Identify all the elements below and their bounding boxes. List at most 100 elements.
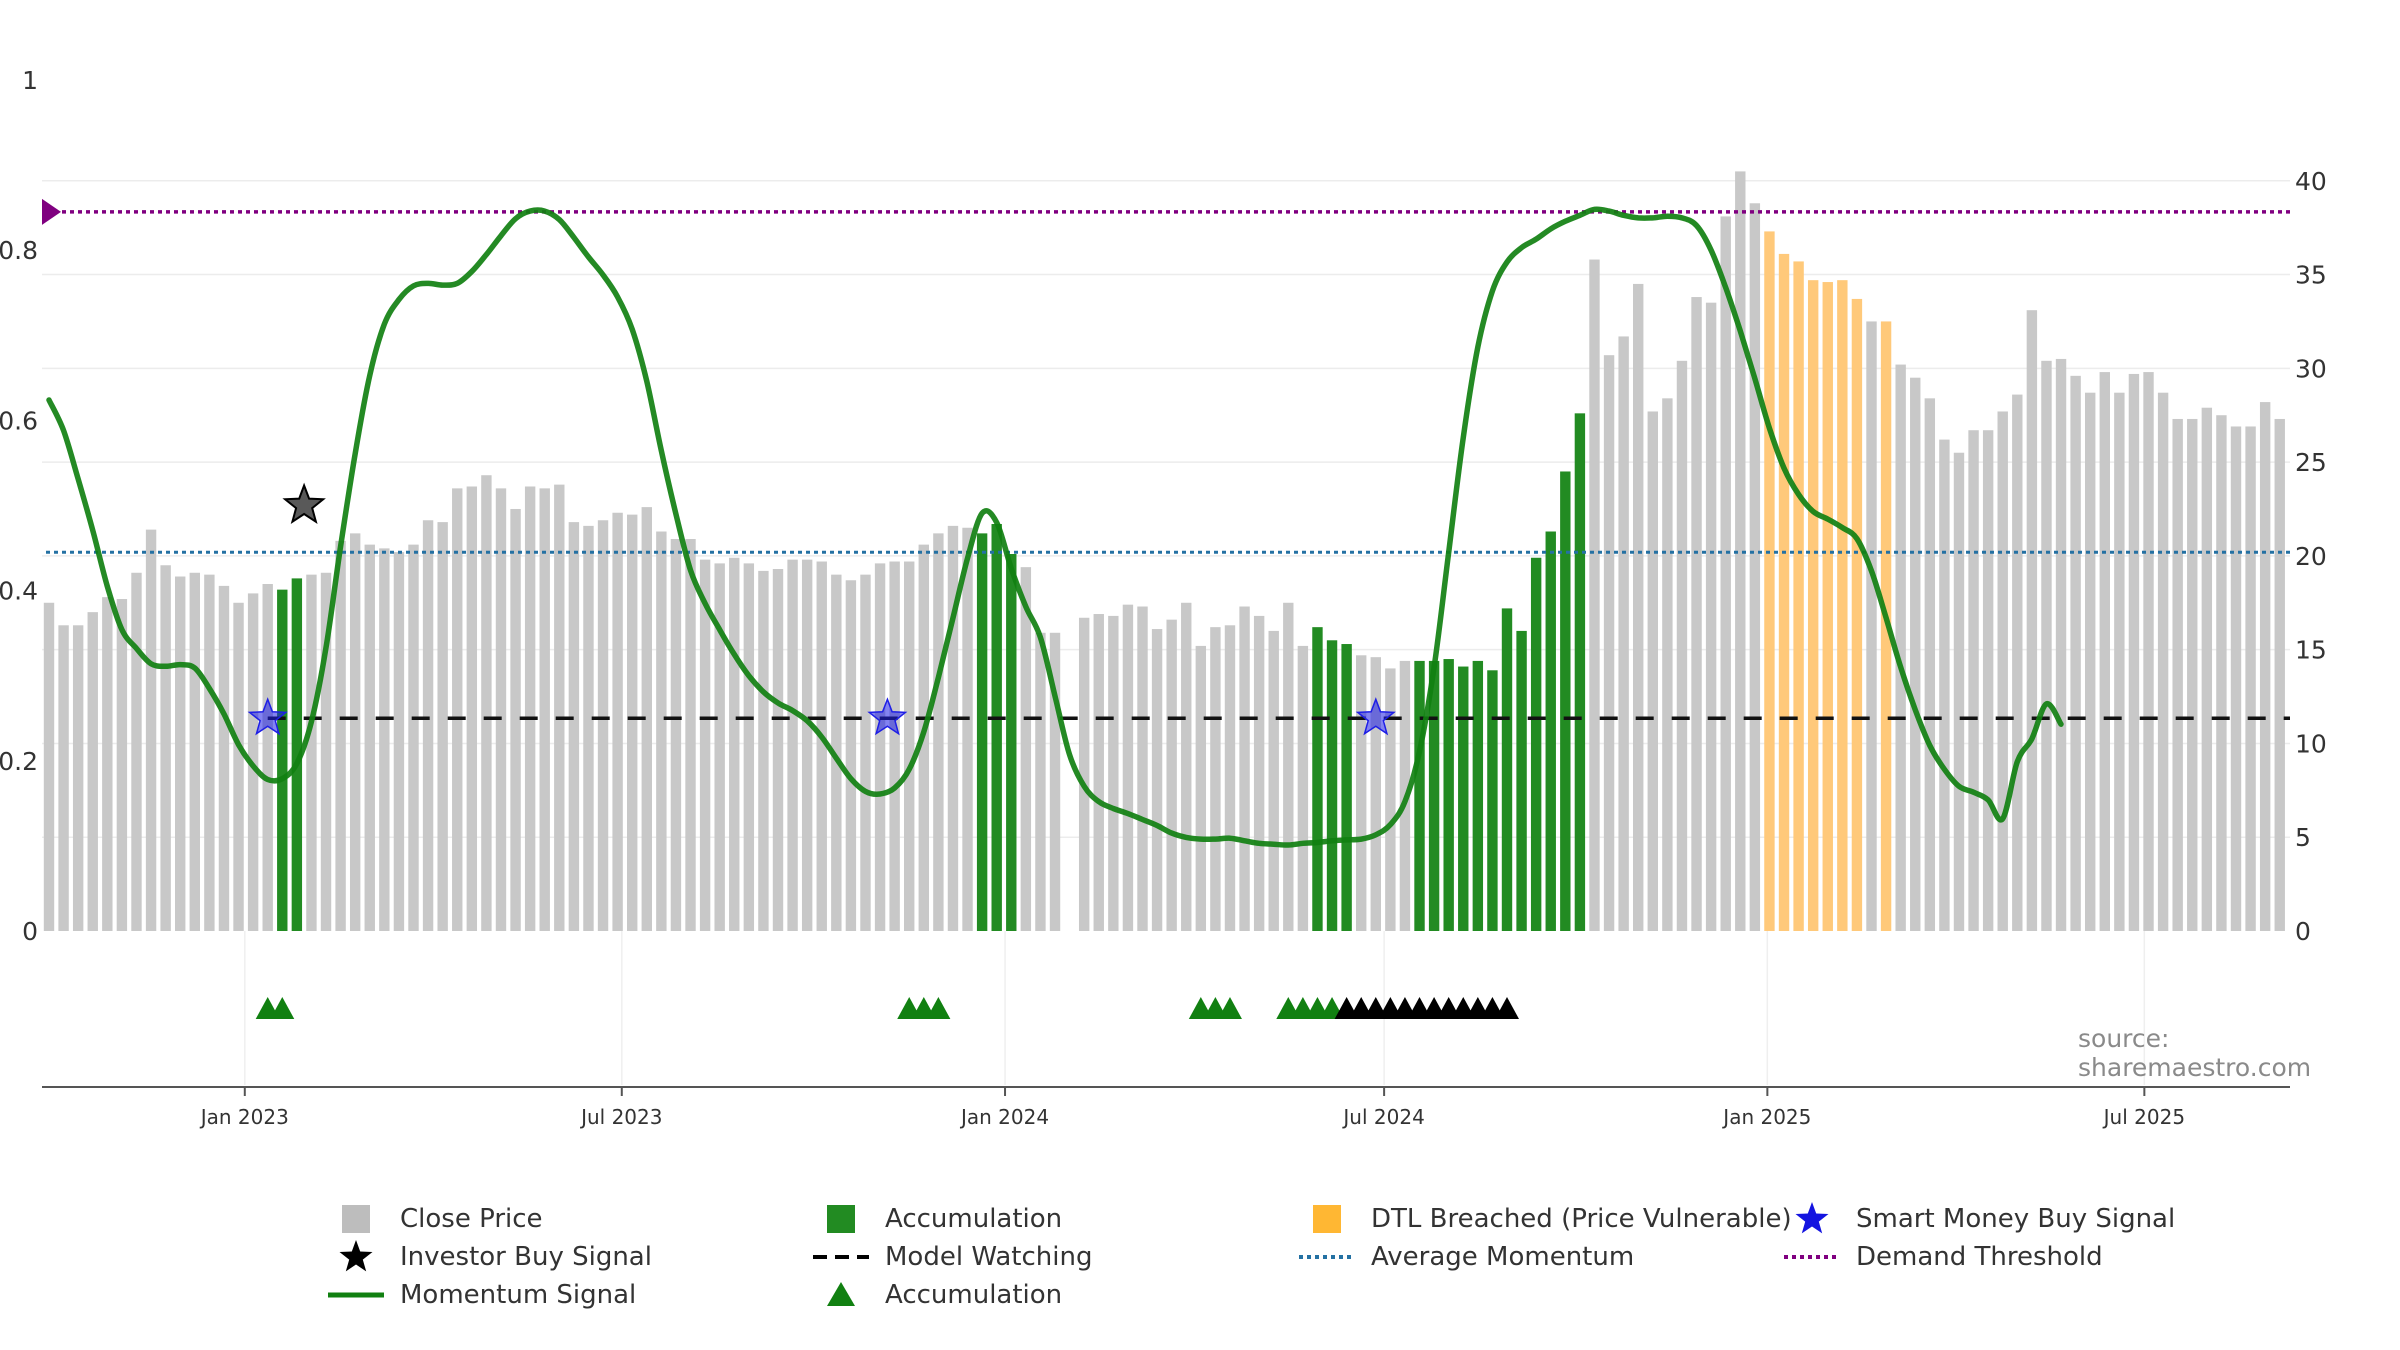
star-icon bbox=[339, 1240, 373, 1272]
price-bar bbox=[1224, 625, 1236, 931]
smart-money-buy-star bbox=[1355, 697, 1396, 736]
smart-money-buy-star bbox=[867, 697, 908, 736]
price-bar bbox=[1356, 655, 1367, 931]
x-tick-label: Jan 2025 bbox=[1721, 1105, 1811, 1129]
price-bar bbox=[160, 565, 171, 931]
price-bars bbox=[43, 171, 2285, 932]
legend-label: Average Momentum bbox=[1371, 1242, 1635, 1272]
price-bar bbox=[1676, 360, 1688, 931]
price-bar bbox=[627, 514, 638, 931]
price-bar bbox=[1020, 567, 1032, 931]
price-bar bbox=[2128, 373, 2140, 932]
price-bar bbox=[1662, 398, 1673, 931]
price-bar bbox=[1589, 259, 1600, 931]
price-bar bbox=[320, 572, 332, 931]
triangle-icon bbox=[827, 1282, 855, 1306]
price-bar bbox=[1968, 430, 1979, 931]
right-tick-label: 40 bbox=[2295, 167, 2327, 196]
price-bar bbox=[801, 559, 813, 931]
price-bar bbox=[364, 544, 375, 931]
price-bar bbox=[422, 520, 434, 931]
legend-label: Smart Money Buy Signal bbox=[1856, 1204, 2176, 1234]
price-bar bbox=[554, 484, 565, 931]
price-bar bbox=[1603, 355, 1615, 931]
price-bar bbox=[612, 512, 623, 931]
legend-label: Close Price bbox=[400, 1204, 543, 1234]
price-bar bbox=[1035, 632, 1046, 931]
price-bar bbox=[904, 561, 915, 931]
right-tick-label: 20 bbox=[2295, 542, 2327, 571]
price-bar bbox=[102, 597, 113, 931]
price-bar bbox=[466, 486, 478, 931]
x-axis: Jan 2023 Jul 2023 Jan 2024 Jul 2024 Jan 2025… bbox=[199, 1087, 2185, 1129]
price-bar bbox=[1108, 615, 1119, 931]
price-bar bbox=[758, 570, 769, 931]
price-bar bbox=[218, 585, 230, 931]
price-bar bbox=[1895, 364, 1906, 932]
price-bar bbox=[1239, 606, 1250, 931]
price-bar bbox=[2216, 415, 2227, 931]
dotted-line-icon bbox=[1299, 1255, 1355, 1259]
price-bar bbox=[1253, 615, 1265, 931]
price-bar bbox=[656, 531, 667, 931]
price-bar bbox=[2114, 392, 2125, 932]
price-bar bbox=[495, 488, 507, 931]
price-bar bbox=[1705, 302, 1717, 931]
dtl-breached-bar bbox=[1807, 280, 1819, 931]
price-bar bbox=[1181, 602, 1192, 931]
right-tick-label: 15 bbox=[2295, 636, 2327, 665]
right-tick-label: 5 bbox=[2295, 823, 2311, 852]
price-bar bbox=[2143, 372, 2154, 932]
accumulation-bar bbox=[1326, 640, 1338, 931]
price-bar bbox=[1735, 171, 1746, 931]
price-bar bbox=[1633, 283, 1644, 931]
accumulation-bar bbox=[277, 589, 288, 931]
price-bar bbox=[641, 507, 652, 931]
price-bar bbox=[262, 584, 273, 931]
price-bar bbox=[131, 572, 142, 931]
price-bar bbox=[860, 574, 871, 931]
price-bar bbox=[699, 559, 711, 931]
price-bar bbox=[2085, 392, 2096, 932]
price-bar bbox=[583, 525, 594, 931]
legend-label: Accumulation bbox=[885, 1280, 1063, 1310]
price-bar bbox=[685, 539, 696, 931]
dotted-line-icon bbox=[1784, 1255, 1840, 1259]
price-bar bbox=[452, 488, 463, 931]
accumulation-bar bbox=[291, 578, 303, 931]
price-bar bbox=[1283, 602, 1294, 931]
price-bar bbox=[947, 525, 959, 931]
accumulation-bar bbox=[991, 523, 1002, 931]
legend-label: Investor Buy Signal bbox=[400, 1242, 652, 1272]
price-bar bbox=[2201, 407, 2213, 931]
price-bar bbox=[2099, 372, 2110, 932]
price-bar bbox=[2157, 392, 2169, 932]
legend-label: Momentum Signal bbox=[400, 1280, 637, 1310]
price-bar bbox=[1385, 668, 1396, 931]
price-bar bbox=[72, 625, 84, 931]
x-tick-label: Jan 2023 bbox=[199, 1105, 289, 1129]
investor-buy-star bbox=[282, 482, 326, 524]
right-tick-label: 25 bbox=[2295, 448, 2327, 477]
accumulation-bar bbox=[1487, 670, 1498, 931]
legend-label: Model Watching bbox=[885, 1242, 1093, 1272]
price-bar bbox=[2012, 394, 2023, 931]
left-tick-label: 0.2 bbox=[0, 747, 38, 776]
price-bar bbox=[1720, 216, 1731, 931]
price-bar bbox=[233, 602, 244, 931]
dtl-breached-bar bbox=[1822, 282, 1833, 931]
price-bar bbox=[87, 612, 98, 931]
price-bar bbox=[393, 552, 405, 931]
dtl-breached-bar bbox=[1764, 231, 1775, 931]
legend-label: Demand Threshold bbox=[1856, 1242, 2103, 1272]
price-bar bbox=[845, 580, 857, 931]
x-tick-label: Jul 2023 bbox=[579, 1105, 662, 1129]
accumulation-bar bbox=[1341, 644, 1352, 931]
smart-money-buy-star bbox=[247, 697, 288, 736]
price-bar bbox=[714, 563, 725, 931]
price-bar bbox=[1982, 430, 1994, 931]
price-bar bbox=[2245, 426, 2256, 931]
price-bar bbox=[874, 563, 886, 931]
price-bar bbox=[2041, 360, 2052, 931]
accumulation-bar bbox=[1414, 660, 1425, 931]
